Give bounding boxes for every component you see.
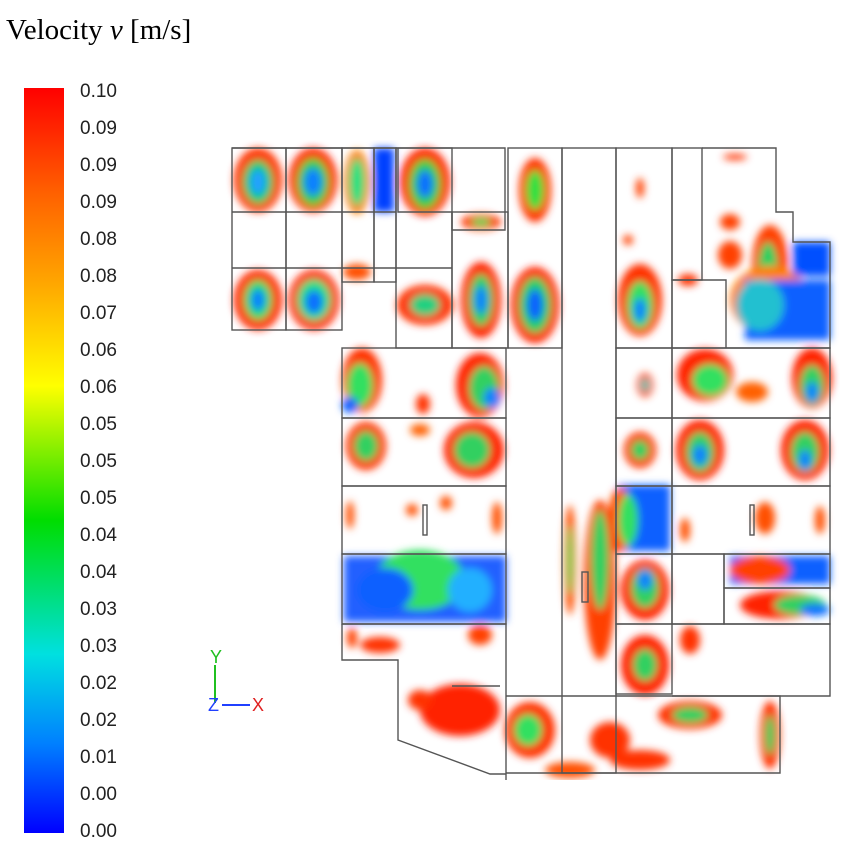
color-scale-label: 0.04	[80, 525, 117, 546]
velocity-color-scale	[24, 88, 64, 833]
color-scale-label: 0.03	[80, 599, 117, 620]
color-scale-label: 0.00	[80, 821, 117, 842]
color-scale-label: 0.01	[80, 747, 117, 768]
color-scale-label: 0.07	[80, 303, 117, 324]
color-scale-label: 0.02	[80, 710, 117, 731]
color-scale-label: 0.10	[80, 81, 117, 102]
color-scale-label: 0.05	[80, 414, 117, 435]
color-scale-label: 0.02	[80, 673, 117, 694]
color-scale-label: 0.05	[80, 451, 117, 472]
velocity-contour-patches	[234, 148, 832, 778]
axis-triad: Y Z X	[208, 647, 264, 715]
color-scale-label: 0.04	[80, 562, 117, 583]
title-unit: [m/s]	[122, 14, 192, 46]
color-scale-label: 0.08	[80, 229, 117, 250]
color-scale-label: 0.03	[80, 636, 117, 657]
color-scale-label: 0.09	[80, 155, 117, 176]
building-walls	[231, 147, 831, 780]
y-axis-label: Y	[210, 647, 222, 667]
z-axis-label: Z	[208, 695, 219, 715]
title-prefix: Velocity	[6, 14, 110, 46]
color-scale-labels: 0.10 0.09 0.09 0.09 0.08 0.08 0.07 0.06 0.06 0.05…	[80, 82, 140, 842]
color-scale-label: 0.08	[80, 266, 117, 287]
contour-title: Velocity v [m/s]	[6, 14, 191, 47]
color-scale-label: 0.09	[80, 192, 117, 213]
title-symbol: v	[109, 14, 123, 46]
velocity-contour-floorplan	[231, 147, 832, 780]
color-scale-label: 0.06	[80, 377, 117, 398]
color-scale-label: 0.05	[80, 488, 117, 509]
x-axis-label: X	[252, 695, 264, 715]
color-scale-label: 0.00	[80, 784, 117, 805]
color-scale-label: 0.06	[80, 340, 117, 361]
color-scale-label: 0.09	[80, 118, 117, 139]
